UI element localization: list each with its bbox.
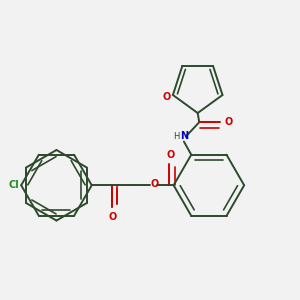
Text: O: O (167, 150, 175, 160)
Text: Cl: Cl (9, 180, 20, 190)
Text: O: O (224, 117, 232, 127)
Text: O: O (151, 179, 159, 189)
Text: O: O (108, 212, 116, 222)
Text: O: O (162, 92, 170, 101)
Text: H: H (173, 131, 180, 140)
Text: N: N (180, 131, 188, 141)
